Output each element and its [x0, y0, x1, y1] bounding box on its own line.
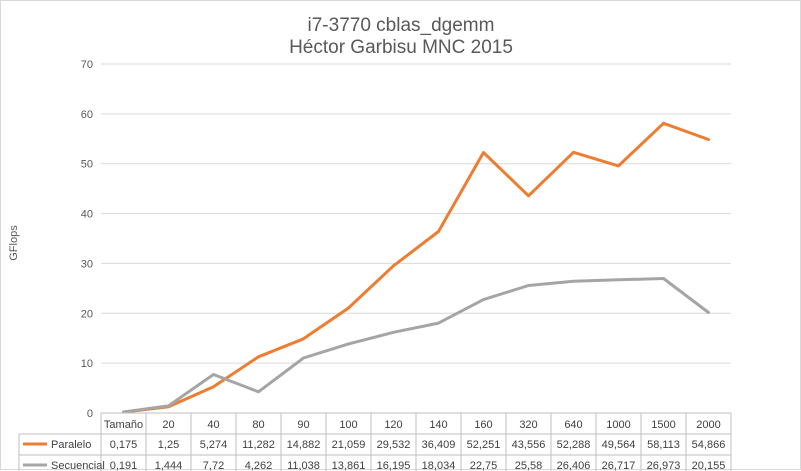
- data-label: 52,251: [467, 439, 501, 451]
- y-axis-ticks: 0 10 20 30 40 50 60 70: [81, 59, 93, 420]
- data-label: 1,25: [158, 439, 179, 451]
- y-tick-label: 30: [81, 258, 93, 270]
- series-line-secuencial: [124, 279, 709, 413]
- x-category-label: 100: [339, 419, 357, 431]
- data-label: 7,72: [203, 460, 224, 471]
- y-tick-label: 40: [81, 209, 93, 221]
- data-label: 1,444: [155, 460, 183, 471]
- data-label: 13,861: [332, 460, 366, 471]
- y-tick-label: 10: [81, 358, 93, 370]
- data-label: 26,717: [602, 460, 636, 471]
- chart-subtitle: Héctor Garbisu MNC 2015: [289, 37, 513, 58]
- data-label: 52,288: [557, 439, 591, 451]
- y-tick-label: 60: [81, 109, 93, 121]
- data-label: 21,059: [332, 439, 366, 451]
- data-label: 25,58: [515, 460, 543, 471]
- y-tick-label: 20: [81, 308, 93, 320]
- y-tick-label: 70: [81, 59, 93, 71]
- x-category-label: 640: [564, 419, 582, 431]
- y-axis-label: GFlops: [8, 225, 20, 261]
- data-label: 29,532: [377, 439, 411, 451]
- gridlines: [101, 64, 731, 413]
- data-label: 16,195: [377, 460, 411, 471]
- data-label: 0,191: [110, 460, 138, 471]
- legend-label: Secuencial: [51, 460, 105, 471]
- data-label: 4,262: [245, 460, 273, 471]
- x-category-label: 20: [162, 419, 174, 431]
- data-label: 14,882: [287, 439, 321, 451]
- data-label: 26,406: [557, 460, 591, 471]
- x-category-label: 320: [519, 419, 537, 431]
- series-lines: [123, 123, 708, 412]
- data-label: 49,564: [602, 439, 636, 451]
- data-label: 20,155: [692, 460, 726, 471]
- x-category-label: 160: [474, 419, 492, 431]
- y-tick-label: 0: [87, 408, 93, 420]
- data-label: 22,75: [470, 460, 498, 471]
- y-tick-label: 50: [81, 159, 93, 171]
- data-table: Tamaño 20 40 80 90 100 120 140 160 320 640 1000 1500…: [19, 413, 731, 471]
- table-header-label: Tamaño: [104, 419, 143, 431]
- data-label: 43,556: [512, 439, 546, 451]
- series-line-paralelo: [124, 123, 709, 412]
- x-category-label: 1000: [606, 419, 630, 431]
- data-label: 5,274: [200, 439, 228, 451]
- data-label: 18,034: [422, 460, 456, 471]
- data-label: 0,175: [110, 439, 138, 451]
- x-category-label: 140: [429, 419, 447, 431]
- data-label: 36,409: [422, 439, 456, 451]
- x-category-label: 90: [297, 419, 309, 431]
- chart-title: i7-3770 cblas_dgemm: [308, 15, 495, 36]
- data-label: 11,282: [242, 439, 275, 451]
- x-category-label: 40: [207, 419, 219, 431]
- x-category-label: 80: [252, 419, 264, 431]
- data-label: 58,113: [647, 439, 680, 451]
- data-label: 54,866: [692, 439, 726, 451]
- data-label: 11,038: [287, 460, 320, 471]
- x-category-label: 1500: [651, 419, 675, 431]
- x-category-label: 2000: [696, 419, 720, 431]
- legend-label: Paralelo: [51, 439, 91, 451]
- x-category-label: 120: [384, 419, 402, 431]
- data-label: 26,973: [647, 460, 681, 471]
